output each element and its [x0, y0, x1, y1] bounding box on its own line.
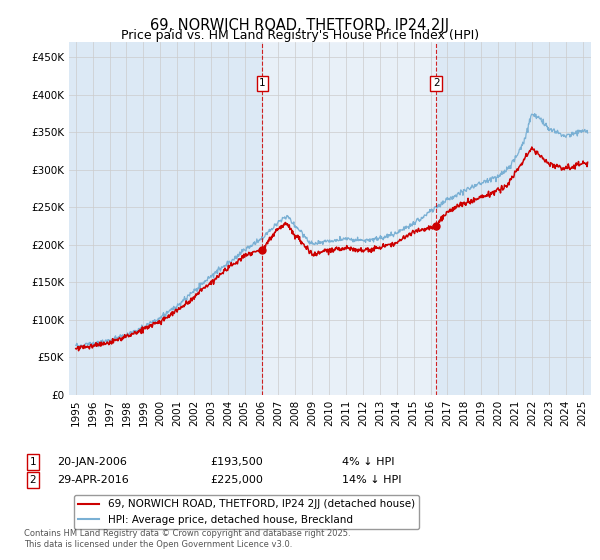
Text: 69, NORWICH ROAD, THETFORD, IP24 2JJ: 69, NORWICH ROAD, THETFORD, IP24 2JJ	[151, 18, 449, 33]
Text: 4% ↓ HPI: 4% ↓ HPI	[342, 457, 395, 467]
Text: £193,500: £193,500	[210, 457, 263, 467]
Text: 1: 1	[259, 78, 266, 88]
Text: 1: 1	[29, 457, 37, 467]
Text: Contains HM Land Registry data © Crown copyright and database right 2025.
This d: Contains HM Land Registry data © Crown c…	[24, 529, 350, 549]
Text: 14% ↓ HPI: 14% ↓ HPI	[342, 475, 401, 485]
Text: 2: 2	[29, 475, 37, 485]
Text: £225,000: £225,000	[210, 475, 263, 485]
Text: 20-JAN-2006: 20-JAN-2006	[57, 457, 127, 467]
Text: Price paid vs. HM Land Registry's House Price Index (HPI): Price paid vs. HM Land Registry's House …	[121, 29, 479, 42]
Text: 2: 2	[433, 78, 439, 88]
Text: 29-APR-2016: 29-APR-2016	[57, 475, 129, 485]
Bar	[262, 42, 436, 395]
Legend: 69, NORWICH ROAD, THETFORD, IP24 2JJ (detached house), HPI: Average price, detac: 69, NORWICH ROAD, THETFORD, IP24 2JJ (de…	[74, 495, 419, 529]
